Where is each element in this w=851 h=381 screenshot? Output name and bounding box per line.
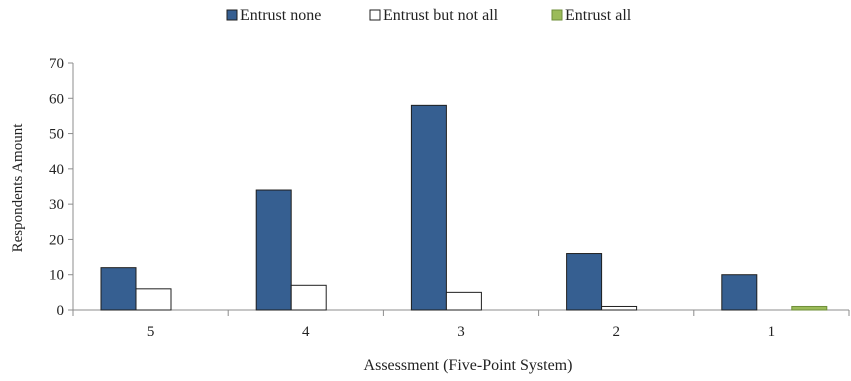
y-axis-label: Respondents Amount bbox=[10, 123, 26, 253]
y-tick-label: 10 bbox=[49, 268, 64, 284]
bar-entrust-but-not-all-4 bbox=[290, 284, 327, 311]
x-tick-label: 4 bbox=[302, 324, 310, 340]
x-tick-label: 2 bbox=[612, 324, 620, 340]
x-axis-label: Assessment (Five-Point System) bbox=[364, 357, 573, 374]
bars bbox=[100, 104, 828, 311]
bar-entrust-none-1 bbox=[721, 274, 758, 311]
y-axis: 0 10 20 30 40 50 60 70 bbox=[49, 56, 74, 319]
bar-entrust-but-not-all-2 bbox=[601, 305, 638, 311]
bar-entrust-none-4 bbox=[255, 189, 292, 311]
bar-entrust-all-1 bbox=[791, 305, 828, 311]
bar-entrust-but-not-all-5 bbox=[135, 288, 172, 311]
legend-swatch-entrust-none bbox=[226, 9, 238, 21]
legend-label-entrust-but-not-all: Entrust but not all bbox=[383, 7, 499, 24]
y-tick-label: 20 bbox=[49, 232, 64, 248]
y-tick-label: 60 bbox=[49, 91, 64, 107]
y-tick-label: 40 bbox=[49, 162, 64, 178]
bar-entrust-none-3 bbox=[410, 104, 447, 311]
y-tick-label: 70 bbox=[49, 56, 64, 72]
bar-entrust-but-not-all-3 bbox=[445, 291, 482, 311]
x-tick-label: 3 bbox=[457, 324, 465, 340]
legend-swatch-entrust-but-not-all bbox=[369, 9, 381, 21]
y-tick-label: 0 bbox=[57, 303, 65, 319]
bar-entrust-none-2 bbox=[566, 253, 603, 311]
x-tick-label: 1 bbox=[768, 324, 776, 340]
legend-swatch-entrust-all bbox=[551, 9, 563, 21]
x-axis: 5 4 3 2 1 bbox=[72, 309, 850, 340]
y-tick-label: 50 bbox=[49, 127, 64, 143]
legend: Entrust none Entrust but not all Entrust a… bbox=[226, 7, 632, 24]
x-tick-label: 5 bbox=[147, 324, 155, 340]
legend-label-entrust-all: Entrust all bbox=[565, 7, 632, 24]
bar-entrust-none-5 bbox=[100, 267, 137, 311]
legend-label-entrust-none: Entrust none bbox=[240, 7, 321, 24]
y-tick-label: 30 bbox=[49, 197, 64, 213]
